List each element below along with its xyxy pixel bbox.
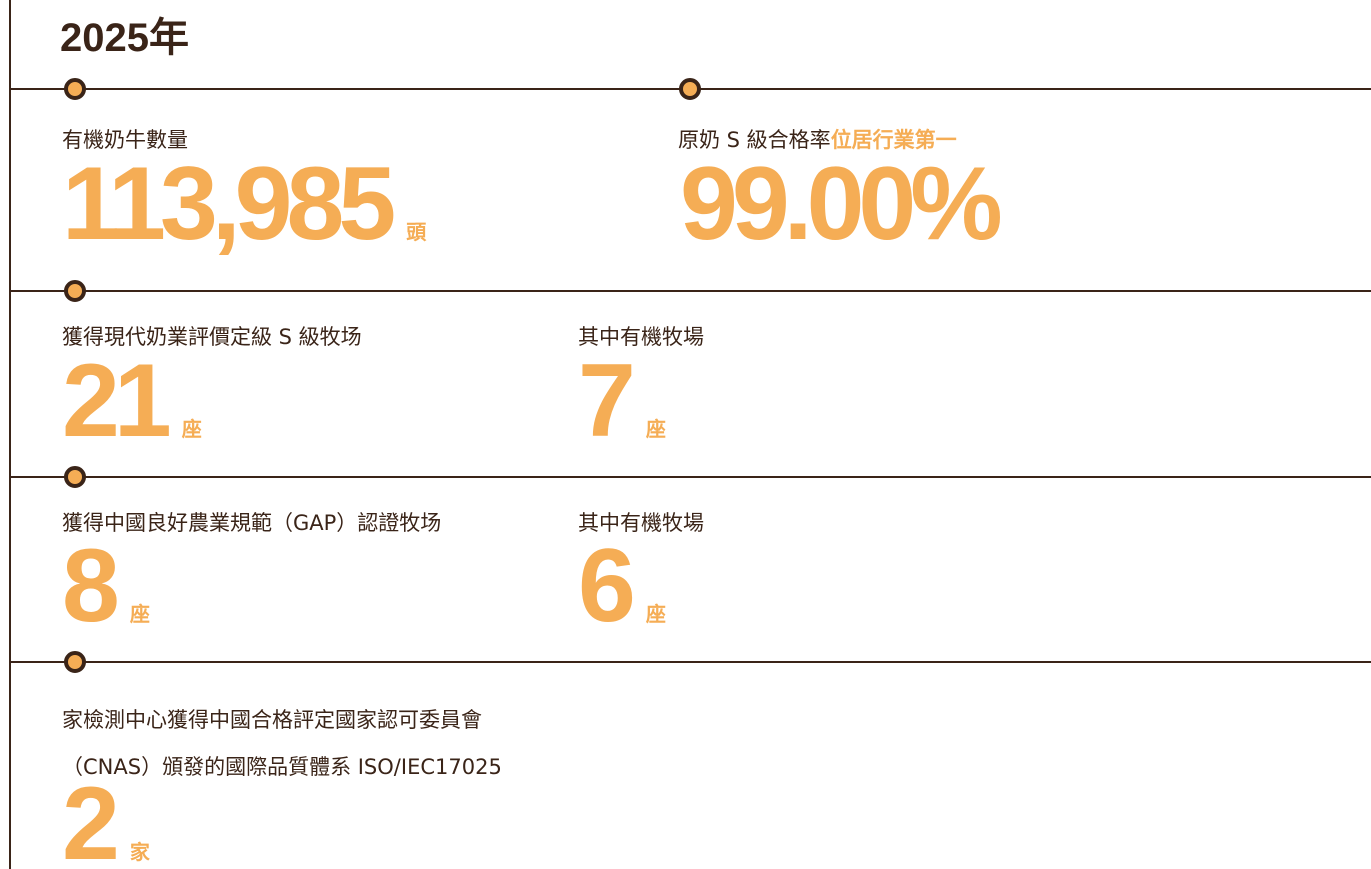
stat-unit: 座 (129, 602, 150, 626)
stat-number: 8 (62, 528, 120, 644)
stat-label: 獲得現代奶業評價定級 S 級牧场 (62, 325, 362, 349)
dot (64, 78, 86, 100)
stat-value: 8 座 (62, 534, 150, 638)
dot (64, 280, 86, 302)
title: 2025年 (60, 16, 189, 60)
stat-label: 原奶 S 級合格率位居行業第一 (678, 128, 957, 152)
stat-number: 113,985 (62, 146, 396, 262)
stat-label-line: （CNAS）頒發的國際品質體系 ISO/IEC17025 (62, 755, 502, 779)
stat-label: 其中有機牧場 (578, 511, 704, 535)
stat-value: 2 家 (62, 772, 150, 869)
stat-number: 99.00% (680, 146, 1003, 262)
stat-unit: 座 (181, 417, 202, 441)
stat-unit: 座 (645, 417, 666, 441)
stat-value: 21 座 (62, 349, 202, 453)
stat-number: 21 (62, 343, 172, 459)
label-text: 原奶 S 級合格率 (678, 128, 831, 152)
dot (64, 466, 86, 488)
stat-number: 7 (578, 343, 636, 459)
stat-label: 其中有機牧場 (578, 325, 704, 349)
label-highlight: 位居行業第一 (830, 128, 957, 152)
stat-value: 99.00% (680, 146, 1003, 262)
stat-number: 2 (62, 766, 120, 869)
stat-number: 6 (578, 528, 636, 644)
dot (64, 651, 86, 673)
stat-value: 6 座 (578, 534, 666, 638)
stat-label: 有機奶牛數量 (62, 128, 188, 152)
stat-label-line: 家檢測中心獲得中國合格評定國家認可委員會 (62, 708, 482, 732)
stat-unit: 家 (129, 840, 150, 864)
dot (679, 78, 701, 100)
stat-value: 7 座 (578, 349, 666, 453)
stat-unit: 座 (645, 602, 666, 626)
stat-label: 獲得中國良好農業規範（GAP）認證牧场 (62, 511, 442, 535)
stat-value: 113,985 頭 (62, 152, 426, 256)
stat-unit: 頭 (406, 220, 427, 244)
